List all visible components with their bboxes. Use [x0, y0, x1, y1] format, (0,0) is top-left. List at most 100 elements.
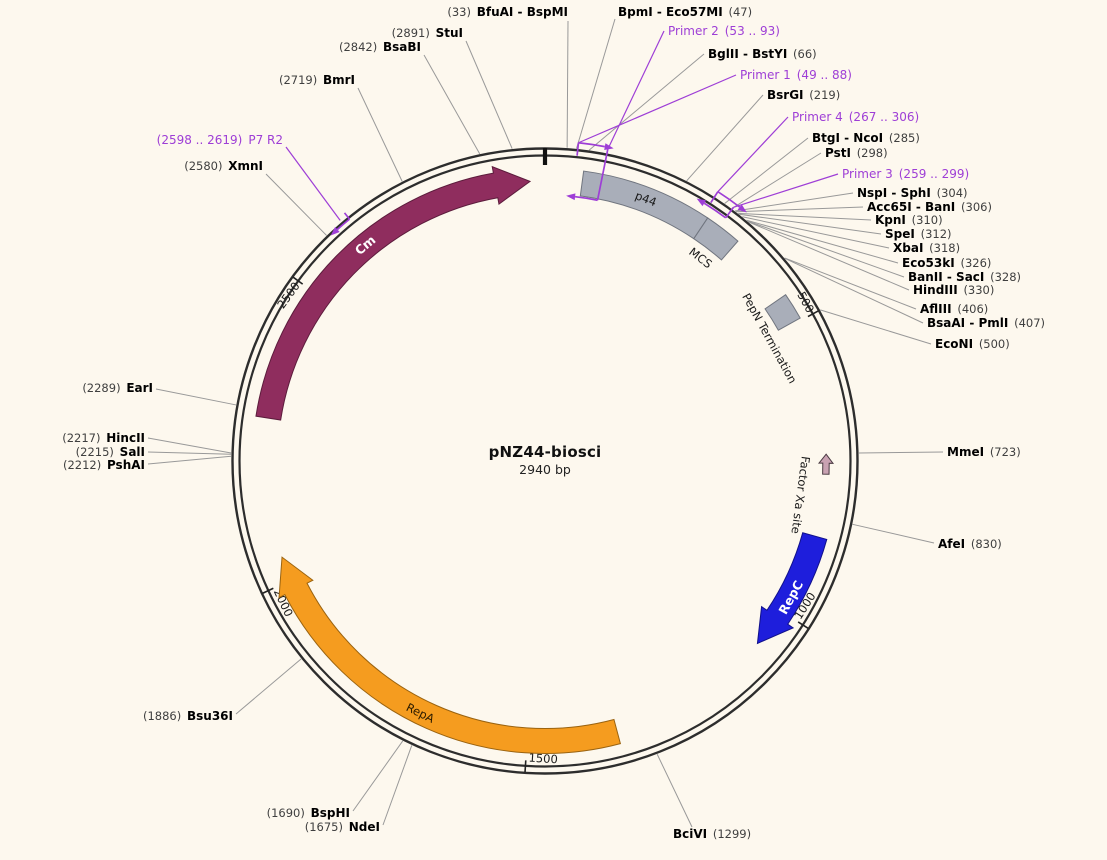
- site-label-afliii[interactable]: AflIII (406): [920, 302, 988, 316]
- leader-line-bsabi: [423, 54, 481, 155]
- leader-line-sali: [147, 451, 232, 455]
- leader-line-ndei: [382, 745, 413, 826]
- leader-line-kpni: [738, 212, 872, 221]
- primer-glyph-primer-3-tail[interactable]: [725, 206, 735, 219]
- leader-line-nspi-sphi: [734, 192, 854, 212]
- primer-glyph-p7-r2-head[interactable]: [330, 226, 340, 236]
- leader-line-stui: [465, 40, 513, 149]
- site-label-pshai[interactable]: (2212) PshAI: [63, 458, 145, 472]
- primer-glyph-primer-1-body[interactable]: [578, 141, 605, 148]
- leader-line-psti: [731, 152, 822, 209]
- site-label-bpmi-eco57mi[interactable]: BpmI - Eco57MI (47): [618, 5, 752, 19]
- site-label-bsabi[interactable]: (2842) BsaBI: [339, 40, 421, 54]
- leader-line-p7-r2: [285, 146, 341, 221]
- site-label-bsu36i[interactable]: (1886) Bsu36I: [143, 709, 233, 723]
- site-label-bcivi[interactable]: BciVI (1299): [673, 827, 751, 841]
- site-label-hindiii[interactable]: HindIII (330): [913, 283, 994, 297]
- feature-factor-xa-site[interactable]: [817, 453, 835, 475]
- site-label-bsphi[interactable]: (1690) BspHI: [267, 806, 350, 820]
- leader-line-bpmi-eco57mi: [576, 18, 616, 149]
- feature-factor-xa-site-label: Factor Xa site: [788, 455, 812, 534]
- leader-line-bglii-bstyi: [588, 53, 705, 151]
- leader-line-eari: [155, 388, 237, 406]
- site-label-ndei[interactable]: (1675) NdeI: [305, 820, 380, 834]
- primer-glyph-primer-4-tail[interactable]: [710, 191, 719, 204]
- primer-glyph-primer-4-head[interactable]: [737, 204, 747, 213]
- primer-glyph-primer-1-head[interactable]: [604, 143, 614, 150]
- primer-label-primer-4[interactable]: Primer 4 (267 .. 306): [792, 110, 919, 124]
- site-label-eco53ki[interactable]: Eco53kI (326): [902, 256, 991, 270]
- leader-line-bfuai-bspmi: [566, 20, 569, 148]
- primer-glyph-primer-4-body[interactable]: [717, 190, 741, 208]
- leader-line-afei: [852, 523, 935, 544]
- primer-label-primer-1[interactable]: Primer 1 (49 .. 88): [740, 68, 852, 82]
- site-label-banii-saci[interactable]: BanII - SacI (328): [908, 270, 1021, 284]
- tick-mark-2000: [262, 587, 274, 595]
- primer-glyph-primer-3-head[interactable]: [696, 198, 707, 207]
- leader-line-primer-1: [578, 74, 737, 144]
- site-label-bfuai-bspmi[interactable]: (33) BfuAI - BspMI: [447, 5, 568, 19]
- primer-glyph-primer-1-tail[interactable]: [576, 142, 580, 156]
- site-label-eari[interactable]: (2289) EarI: [82, 381, 153, 395]
- leader-line-hincii: [147, 437, 232, 454]
- site-label-econi[interactable]: EcoNI (500): [935, 337, 1010, 351]
- primer-glyph-primer-3-body[interactable]: [703, 202, 727, 219]
- site-label-stui[interactable]: (2891) StuI: [392, 26, 463, 40]
- tick-mark-1500: [524, 760, 527, 773]
- leader-line-mmei: [858, 451, 944, 454]
- plasmid-backbone-outer: [231, 147, 859, 775]
- primer-label-primer-2[interactable]: Primer 2 (53 .. 93): [668, 24, 780, 38]
- site-label-bsaai-pmli[interactable]: BsaAI - PmlI (407): [927, 316, 1045, 330]
- leader-line-bmri: [357, 87, 403, 182]
- primer-label-primer-3[interactable]: Primer 3 (259 .. 299): [842, 167, 969, 181]
- site-label-nspi-sphi[interactable]: NspI - SphI (304): [857, 186, 968, 200]
- leader-line-eco53ki: [746, 219, 899, 264]
- leader-line-primer-4: [717, 116, 789, 193]
- leader-line-bsrgi: [686, 94, 764, 182]
- leader-line-primer-3: [733, 173, 839, 208]
- primer-glyph-p7-r2-tail[interactable]: [343, 212, 351, 220]
- tick-mark-1000: [797, 621, 809, 630]
- site-label-bglii-bstyi[interactable]: BglII - BstYI (66): [708, 47, 817, 61]
- tick-label-1500: 1500: [528, 751, 558, 767]
- leader-line-xbai: [742, 216, 890, 249]
- tick-mark-2500: [292, 276, 304, 285]
- site-label-psti[interactable]: PstI (298): [825, 146, 888, 160]
- primer-glyph-p7-r2-body[interactable]: [336, 218, 351, 231]
- leader-line-btgi-ncoi: [724, 137, 809, 204]
- feature-mcs[interactable]: [693, 217, 739, 261]
- primer-glyph-primer-2-body[interactable]: [574, 195, 598, 202]
- site-label-kpni[interactable]: KpnI (310): [875, 213, 943, 227]
- site-label-spei[interactable]: SpeI (312): [885, 227, 952, 241]
- tick-label-500: 500: [794, 289, 817, 315]
- leader-line-spei: [739, 213, 882, 235]
- plasmid-backbone-inner: [238, 154, 852, 768]
- site-label-sali[interactable]: (2215) SalI: [76, 445, 145, 459]
- primer-label-p7-r2[interactable]: (2598 .. 2619) P7 R2: [157, 133, 283, 147]
- site-label-bsrgi[interactable]: BsrGI (219): [767, 88, 840, 102]
- feature-repc[interactable]: [756, 532, 828, 645]
- leader-line-hindiii: [748, 221, 910, 291]
- leader-line-bcivi: [656, 754, 693, 828]
- site-label-xbai[interactable]: XbaI (318): [893, 241, 960, 255]
- leader-line-pshai: [147, 455, 232, 465]
- tick-mark-500: [807, 310, 819, 318]
- site-label-afei[interactable]: AfeI (830): [938, 537, 1002, 551]
- feature-repa[interactable]: [278, 556, 622, 754]
- site-label-acc65i-bani[interactable]: Acc65I - BanI (306): [867, 200, 992, 214]
- feature-cm[interactable]: [255, 165, 532, 421]
- primer-glyph-primer-2-head[interactable]: [566, 193, 576, 201]
- primer-glyph-primer-2-tail[interactable]: [596, 149, 609, 201]
- leader-line-banii-saci: [747, 220, 905, 278]
- leader-line-primer-2: [607, 30, 665, 150]
- site-label-bmri[interactable]: (2719) BmrI: [279, 73, 355, 87]
- site-label-xmni[interactable]: (2580) XmnI: [184, 159, 263, 173]
- site-label-hincii[interactable]: (2217) HincII: [62, 431, 145, 445]
- site-label-btgi-ncoi[interactable]: BtgI - NcoI (285): [812, 131, 920, 145]
- feature-pepn-termination[interactable]: [764, 293, 801, 331]
- site-label-mmei[interactable]: MmeI (723): [947, 445, 1021, 459]
- leader-line-acc65i-bani: [736, 206, 864, 213]
- leader-line-bsu36i: [235, 658, 302, 715]
- leader-line-bsphi: [352, 740, 404, 812]
